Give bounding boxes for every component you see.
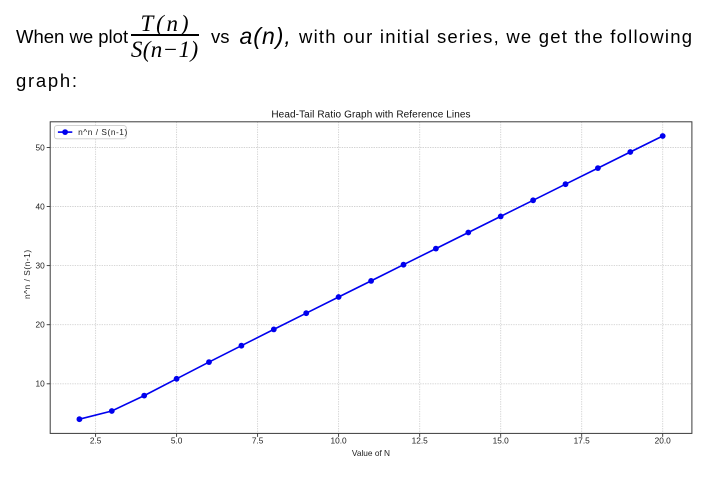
- svg-text:10: 10: [35, 379, 45, 389]
- svg-text:10.0: 10.0: [331, 436, 348, 446]
- svg-text:12.5: 12.5: [412, 436, 429, 446]
- svg-text:20.0: 20.0: [655, 436, 672, 446]
- svg-text:20: 20: [35, 320, 45, 330]
- svg-text:7.5: 7.5: [252, 436, 264, 446]
- svg-text:Head-Tail Ratio Graph with Ref: Head-Tail Ratio Graph with Reference Lin…: [271, 110, 470, 121]
- svg-text:n^n / S(n-1): n^n / S(n-1): [22, 249, 32, 299]
- svg-text:40: 40: [35, 201, 45, 211]
- svg-text:5.0: 5.0: [171, 436, 183, 446]
- svg-text:Value of N: Value of N: [352, 448, 390, 458]
- svg-text:30: 30: [35, 261, 45, 271]
- svg-text:15.0: 15.0: [493, 436, 510, 446]
- svg-text:17.5: 17.5: [574, 436, 591, 446]
- svg-text:2.5: 2.5: [90, 436, 102, 446]
- svg-text:50: 50: [35, 142, 45, 152]
- svg-text:n^n / S(n-1): n^n / S(n-1): [78, 127, 128, 137]
